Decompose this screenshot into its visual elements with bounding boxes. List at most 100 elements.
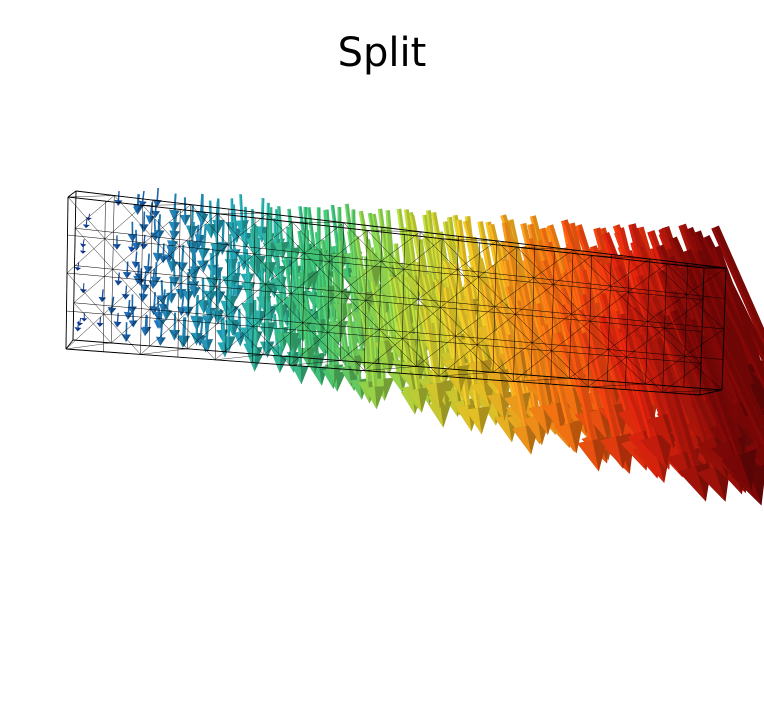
arrow-head-highlight xyxy=(149,306,155,316)
mesh-edge xyxy=(264,284,266,320)
mesh-edge xyxy=(112,236,152,270)
mesh-edge xyxy=(73,265,75,303)
mesh-edge xyxy=(263,319,265,355)
arrow-head-highlight xyxy=(169,329,175,341)
mesh-edge xyxy=(649,258,687,295)
mesh-edge xyxy=(516,246,555,252)
arrow-shaft-highlight xyxy=(370,281,384,342)
arrow-head-highlight xyxy=(398,368,414,393)
mesh-edge xyxy=(699,389,723,396)
vector-arrow xyxy=(262,207,279,261)
mesh-edge xyxy=(367,230,421,232)
mesh-edge xyxy=(188,240,191,277)
mesh-edge xyxy=(227,209,230,245)
mesh-edge xyxy=(216,250,218,287)
mesh-edge xyxy=(626,324,628,358)
mesh-edge xyxy=(302,322,341,361)
arrow-shaft-highlight xyxy=(522,309,543,407)
mesh-edge xyxy=(214,323,217,360)
arrow-shaft xyxy=(144,314,148,328)
mesh-edge xyxy=(514,347,552,352)
mesh-edge xyxy=(438,375,477,380)
mesh-edge xyxy=(494,306,533,311)
mesh-edge xyxy=(149,309,151,346)
arrow-shaft xyxy=(158,214,161,231)
mesh-edge xyxy=(647,321,685,357)
mesh-edge xyxy=(458,236,497,242)
mesh-edge xyxy=(457,240,497,270)
mesh-edge xyxy=(254,221,293,255)
arrow-shaft xyxy=(221,221,225,243)
mesh-edge xyxy=(666,263,705,269)
mesh-edge xyxy=(722,328,725,360)
mesh-edge xyxy=(179,209,181,247)
mesh-edge xyxy=(479,242,517,248)
arrow-shaft xyxy=(82,239,85,245)
arrow-head-highlight xyxy=(128,246,132,253)
arrow-shaft-highlight xyxy=(541,325,569,425)
arrow-shaft-highlight xyxy=(504,286,536,379)
mesh-edge xyxy=(187,348,226,353)
mesh-edge xyxy=(402,303,404,339)
mesh-edge xyxy=(438,341,440,377)
mesh-edge xyxy=(215,354,264,361)
vector-arrow xyxy=(161,292,173,321)
vector-arrow xyxy=(197,226,211,262)
mesh-edge xyxy=(492,339,495,373)
arrow-head-highlight xyxy=(223,295,231,312)
mesh-edge xyxy=(569,314,572,347)
mesh-edge xyxy=(364,300,367,336)
arrow-shaft-highlight xyxy=(253,300,255,332)
mesh-edge xyxy=(290,293,328,333)
vector-arrow xyxy=(114,272,123,286)
arrow-head-highlight xyxy=(80,318,85,322)
mesh-edge xyxy=(103,351,141,355)
mesh-edge xyxy=(327,332,366,336)
mesh-edge xyxy=(73,302,112,344)
mesh-edge xyxy=(440,307,478,312)
mesh-edge xyxy=(628,291,665,329)
arrow-shaft-highlight xyxy=(489,265,511,353)
arrow-shaft xyxy=(135,251,138,262)
mesh-edge xyxy=(215,359,253,363)
mesh-edge xyxy=(666,263,704,300)
vector-arrow xyxy=(541,324,584,454)
arrow-shaft-highlight xyxy=(232,204,236,229)
arrow-shaft xyxy=(147,253,150,267)
arrow-head-highlight xyxy=(154,230,160,241)
arrow-shaft xyxy=(182,317,186,337)
arrow-head-highlight xyxy=(140,284,145,293)
mesh-edge xyxy=(74,228,76,266)
mesh-edge xyxy=(75,195,115,229)
arrow-head-highlight xyxy=(114,200,119,206)
mesh-edge xyxy=(225,351,264,355)
mesh-edge xyxy=(72,302,74,341)
mesh-edge xyxy=(683,386,723,391)
arrow-head-highlight xyxy=(107,306,113,315)
mesh-edge xyxy=(588,386,626,390)
arrow-head-highlight xyxy=(177,335,184,348)
arrow-shaft xyxy=(204,318,209,340)
arrow-head-highlight xyxy=(235,220,243,237)
mesh-edge xyxy=(476,310,479,345)
arrow-shaft xyxy=(101,289,104,298)
mesh-edge xyxy=(329,261,367,266)
mesh-edge xyxy=(266,213,268,249)
arrow-shaft-highlight xyxy=(229,267,232,296)
mesh-edge xyxy=(591,255,650,260)
mesh-edge xyxy=(289,360,341,366)
vector-arrow xyxy=(176,244,188,274)
vector-arrow xyxy=(298,230,317,293)
mesh-edge xyxy=(265,248,267,285)
arrow-shaft-highlight xyxy=(384,226,391,286)
mesh-edge xyxy=(381,226,421,233)
mesh-wireframe xyxy=(65,190,727,396)
arrow-head-highlight xyxy=(465,407,482,435)
mesh-edge xyxy=(141,279,179,321)
mesh-edge xyxy=(455,335,494,373)
mesh-edge xyxy=(103,314,105,352)
vector-arrow xyxy=(235,194,249,237)
mesh-edge xyxy=(264,319,303,324)
mesh-edge xyxy=(419,265,458,270)
